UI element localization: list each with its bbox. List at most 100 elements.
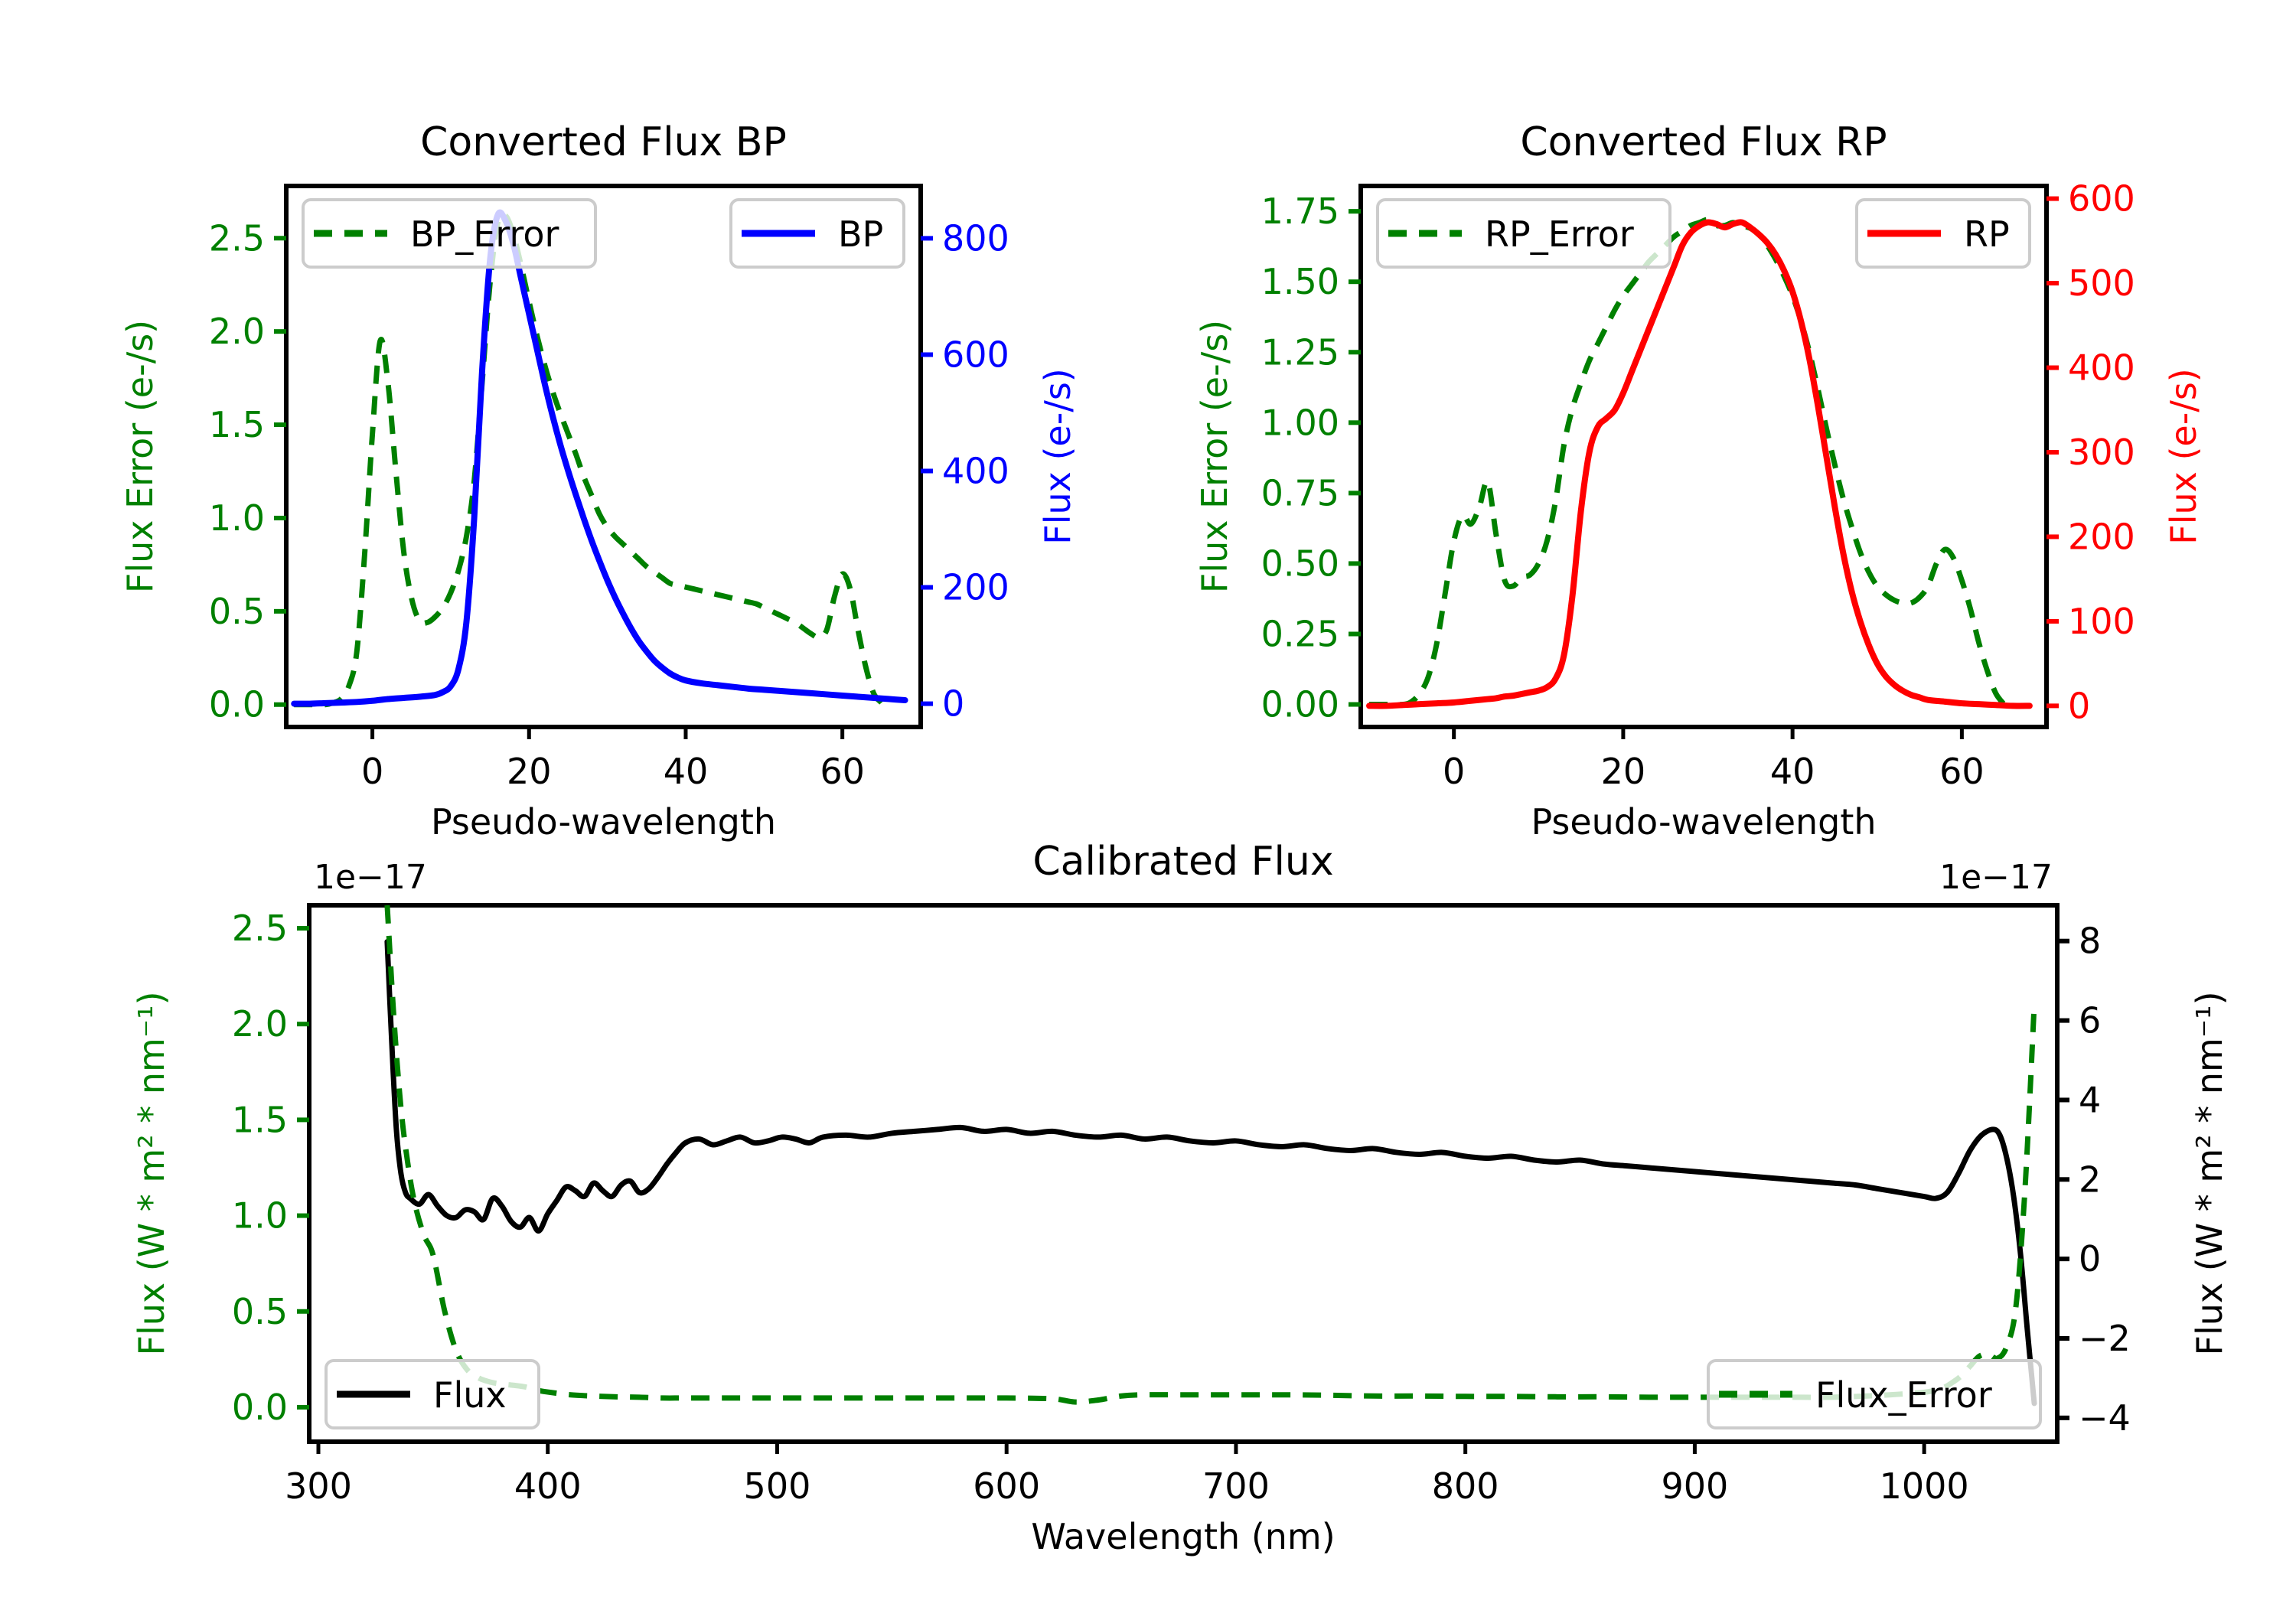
legend-box	[729, 198, 905, 269]
chart-title-converted-flux-rp: Converted Flux RP	[1520, 119, 1887, 165]
chart-title-calibrated-flux: Calibrated Flux	[1032, 839, 1333, 885]
yaxis-right-offset-text: 1e−17	[1939, 858, 2053, 897]
xtick-label: 900	[1662, 1465, 1729, 1507]
xtick-label: 60	[820, 751, 865, 792]
ytick-right-label: 400	[942, 451, 1009, 492]
ytick-right-label: 400	[2068, 347, 2135, 389]
ytick-right-label: 200	[942, 567, 1009, 608]
ytick-left-label: 1.50	[1261, 261, 1339, 302]
ytick-left-label: 2.5	[209, 217, 265, 259]
axes-frame	[1358, 184, 2049, 729]
series-layer	[291, 209, 908, 708]
yaxis-left-label: Flux Error (e-/s)	[119, 320, 161, 593]
ytick-left-label: 0.0	[232, 1387, 288, 1428]
yaxis-right-label: Flux (e-/s)	[1037, 368, 1078, 545]
ytick-right-label: 600	[942, 334, 1009, 375]
xaxis-label: Wavelength (nm)	[1031, 1516, 1335, 1557]
xtick-label: 1000	[1880, 1465, 1969, 1507]
legend-flux-error: Flux_Error	[1707, 1359, 2042, 1429]
xtick-label: 20	[1601, 751, 1646, 792]
panel-calibrated-flux: Calibrated Flux 300 400 500 600 700 800 900 1000…	[131, 839, 2230, 1557]
ytick-left-label: 1.5	[232, 1099, 288, 1140]
series-rp	[1366, 219, 2033, 709]
xtick-label: 500	[744, 1465, 811, 1507]
ytick-right-label: 2	[2079, 1159, 2101, 1200]
ytick-right-label: 8	[2079, 921, 2101, 962]
xaxis-label: Pseudo-wavelength	[431, 801, 776, 843]
ytick-left-label: 2.5	[232, 908, 288, 949]
legend-box	[1855, 198, 2031, 269]
ytick-left-label: 1.25	[1261, 331, 1339, 373]
yaxis-left-label: Flux (W * m² * nm⁻¹)	[131, 991, 172, 1355]
legend-label: Flux_Error	[1815, 1374, 1992, 1416]
legend-box	[325, 1359, 540, 1429]
ytick-left-label: 2.0	[209, 311, 265, 352]
legend-bp: BP	[729, 198, 905, 269]
ytick-right-label: 600	[2068, 178, 2135, 220]
legend-label: RP_Error	[1485, 214, 1634, 255]
ytick-left-label: 0.5	[232, 1291, 288, 1332]
ytick-left-label: 0.00	[1261, 684, 1339, 725]
xtick-label: 40	[1770, 751, 1815, 792]
legend-label: Flux	[433, 1374, 507, 1416]
ytick-left-label: 1.00	[1261, 402, 1339, 443]
series-layer	[384, 905, 2037, 1407]
ytick-right-label: 0	[942, 683, 964, 725]
xtick-label: 600	[973, 1465, 1040, 1507]
xaxis-label: Pseudo-wavelength	[1531, 801, 1876, 843]
ytick-left-label: 0.25	[1261, 613, 1339, 654]
series-layer	[1366, 217, 2033, 709]
legend-label: BP_Error	[410, 214, 559, 255]
series-bp	[291, 209, 908, 707]
yaxis-right-label: Flux (W * m² * nm⁻¹)	[2189, 991, 2230, 1355]
ytick-right-label: 100	[2068, 601, 2135, 642]
series-flux-error	[384, 905, 2037, 1405]
ytick-right-label: 300	[2068, 432, 2135, 473]
ytick-right-label: 4	[2079, 1079, 2101, 1120]
xtick-label: 0	[1443, 751, 1465, 792]
ytick-right-label: 500	[2068, 262, 2135, 304]
chart-title-converted-flux-bp: Converted Flux BP	[420, 119, 787, 165]
ytick-left-label: 2.0	[232, 1003, 288, 1045]
legend-box	[302, 198, 597, 269]
ytick-right-label: −2	[2079, 1318, 2131, 1359]
yaxis-left-label: Flux Error (e-/s)	[1194, 320, 1235, 593]
legend-label: RP	[1964, 214, 2010, 255]
ytick-right-label: 200	[2068, 516, 2135, 557]
ytick-left-label: 1.0	[209, 497, 265, 539]
legend-box	[1376, 198, 1671, 269]
ytick-left-label: 1.5	[209, 404, 265, 445]
panel-converted-flux-rp: Converted Flux RP 0 20 40 60 Pseudo-wavelengt…	[1194, 119, 2204, 843]
panel-converted-flux-bp: Converted Flux BP 0 20 40 60 Pseudo-wavelengt…	[119, 119, 1078, 843]
ytick-left-label: 0.75	[1261, 472, 1339, 513]
legend-rp: RP	[1855, 198, 2031, 269]
series-flux	[384, 939, 2037, 1407]
xtick-label: 20	[507, 751, 552, 792]
xtick-label: 300	[285, 1465, 352, 1507]
yaxis-left-offset-text: 1e−17	[314, 858, 427, 897]
series-bp-error	[294, 211, 884, 708]
xtick-label: 800	[1432, 1465, 1499, 1507]
ytick-left-label: 1.0	[232, 1195, 288, 1237]
xtick-label: 60	[1939, 751, 1985, 792]
legend-rp-error: RP_Error	[1376, 198, 1671, 269]
legend-box	[1707, 1359, 2042, 1429]
xtick-label: 400	[514, 1465, 582, 1507]
axes-frame	[307, 903, 2060, 1444]
ytick-right-label: 6	[2079, 1000, 2101, 1041]
axes-frame	[284, 184, 923, 729]
ytick-right-label: −4	[2079, 1397, 2131, 1439]
legend-flux: Flux	[325, 1359, 540, 1429]
yaxis-right-label: Flux (e-/s)	[2163, 368, 2204, 545]
ytick-left-label: 0.5	[209, 591, 265, 632]
xtick-label: 40	[664, 751, 709, 792]
ytick-right-label: 0	[2068, 685, 2090, 726]
ytick-right-label: 0	[2079, 1238, 2101, 1279]
ytick-left-label: 0.0	[209, 684, 265, 725]
series-rp-error	[1369, 217, 2007, 708]
ytick-left-label: 0.50	[1261, 543, 1339, 584]
ytick-right-label: 800	[942, 217, 1009, 259]
xtick-label: 700	[1202, 1465, 1270, 1507]
